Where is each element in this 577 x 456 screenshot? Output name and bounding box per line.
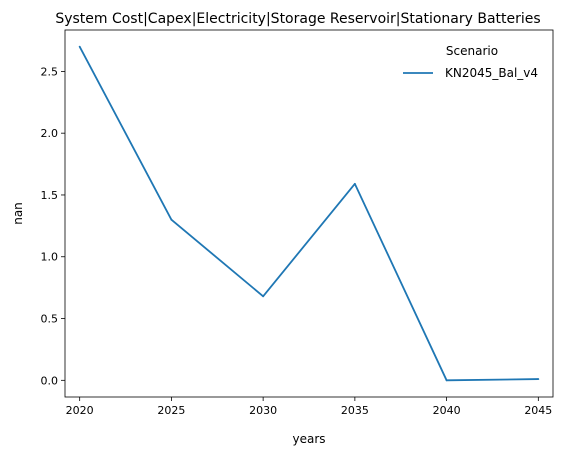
- x-tick-label: 2040: [433, 404, 461, 417]
- y-tick-label: 2.5: [41, 65, 59, 78]
- x-axis: 2020 2025 2030 2035 2040 2045: [66, 397, 552, 417]
- legend-title: Scenario: [446, 44, 498, 58]
- x-tick-label: 2045: [524, 404, 552, 417]
- data-point: [537, 378, 540, 380]
- x-tick-label: 2035: [341, 404, 369, 417]
- x-tick-label: 2025: [157, 404, 185, 417]
- y-tick-label: 0.0: [41, 374, 59, 387]
- y-tick-label: 1.5: [41, 189, 59, 202]
- y-tick-label: 0.5: [41, 313, 59, 326]
- y-axis: 0.0 0.5 1.0 1.5 2.0 2.5: [41, 65, 65, 387]
- series-line: [78, 46, 539, 382]
- data-point: [445, 379, 448, 382]
- series-layer: [78, 45, 540, 382]
- data-point: [170, 218, 173, 221]
- plot-area: [64, 29, 554, 398]
- legend-label: KN2045_Bal_v4: [445, 66, 538, 80]
- y-tick-label: 1.0: [41, 251, 59, 264]
- y-axis-label: nan: [11, 202, 25, 225]
- data-point: [353, 182, 356, 185]
- data-point: [78, 45, 81, 48]
- chart-title: System Cost|Capex|Electricity|Storage Re…: [55, 11, 540, 27]
- x-axis-label: years: [292, 432, 325, 446]
- x-tick-label: 2030: [249, 404, 277, 417]
- y-tick-label: 2.0: [41, 127, 59, 140]
- legend: Scenario KN2045_Bal_v4: [403, 44, 538, 80]
- data-point: [262, 295, 265, 298]
- x-tick-label: 2020: [66, 404, 94, 417]
